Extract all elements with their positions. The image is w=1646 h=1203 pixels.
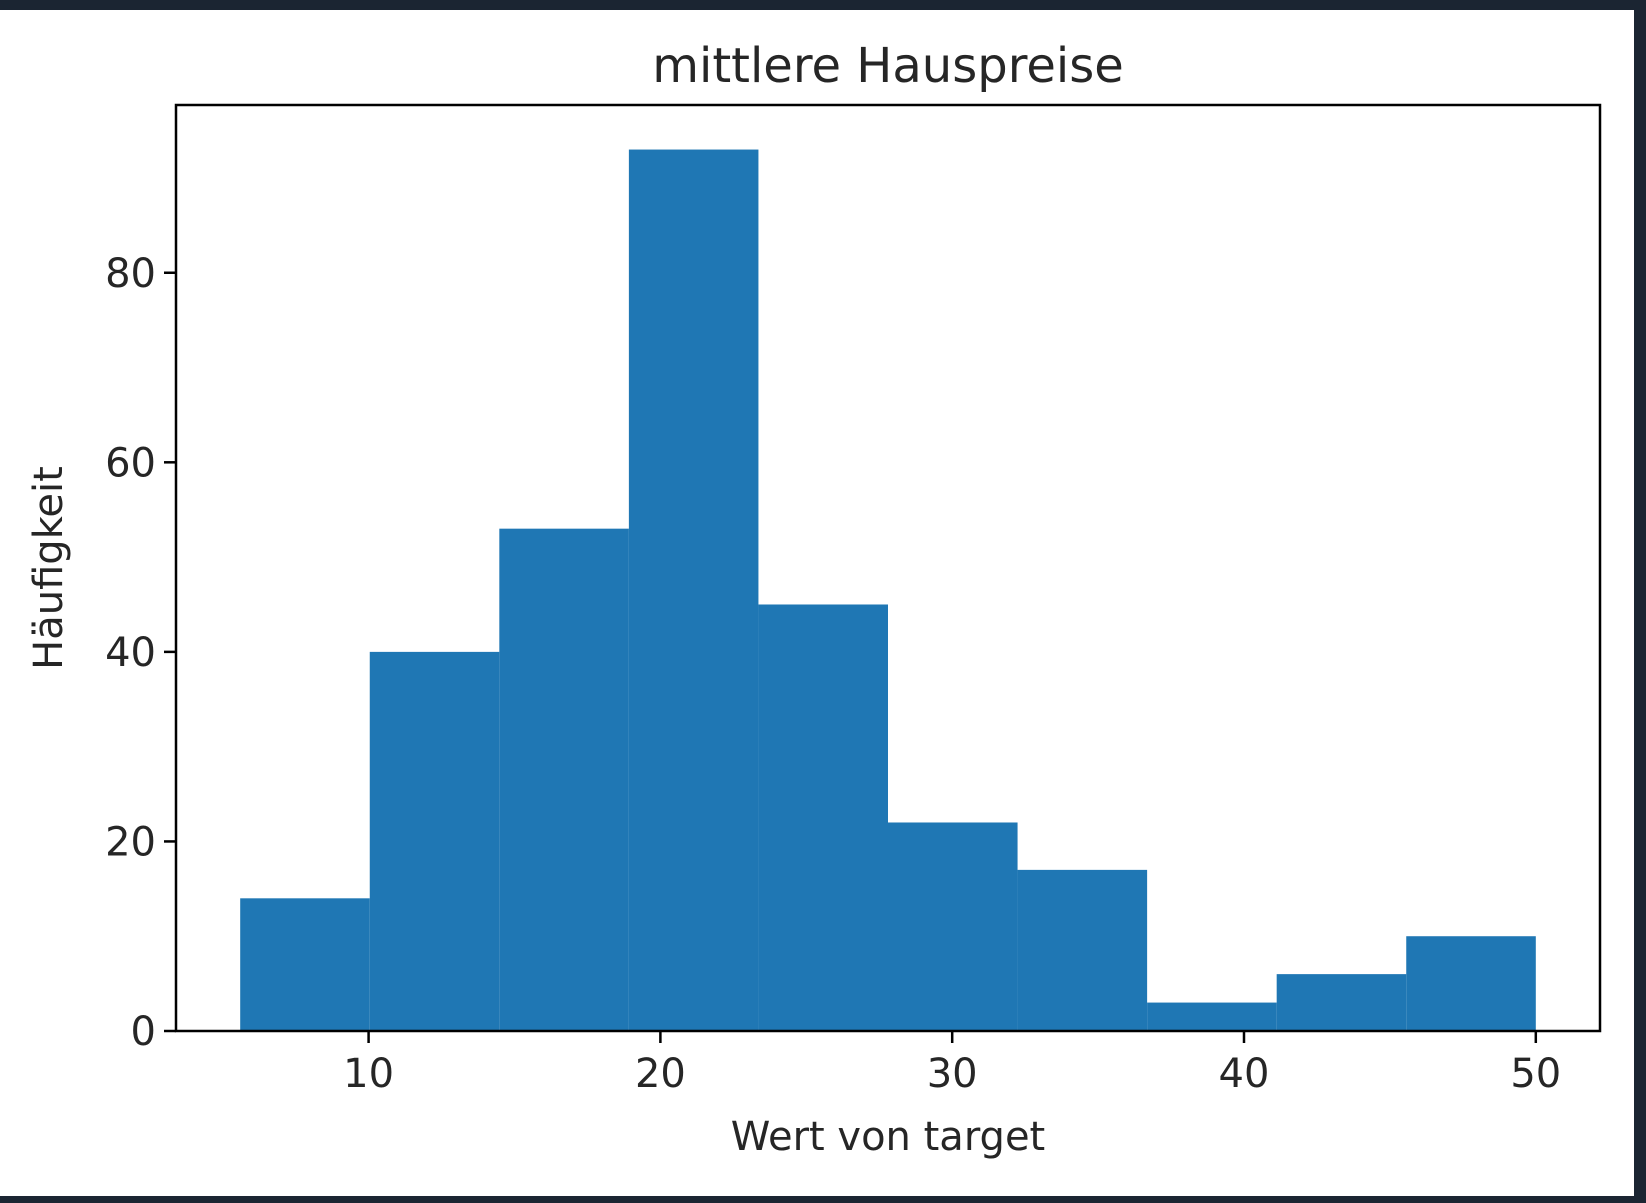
histogram-bar xyxy=(369,651,500,1031)
histogram-bar xyxy=(499,528,629,1031)
histogram-bar xyxy=(888,822,1018,1031)
x-tick-label: 20 xyxy=(635,1051,686,1097)
histogram-bar xyxy=(758,604,888,1031)
histogram-bar xyxy=(628,149,759,1031)
x-tick-label: 50 xyxy=(1510,1051,1561,1097)
y-tick-label: 0 xyxy=(131,1009,156,1055)
histogram-bar xyxy=(1276,974,1407,1031)
histogram-bar xyxy=(240,898,370,1031)
x-tick-label: 30 xyxy=(927,1051,978,1097)
chart-title: mittlere Hauspreise xyxy=(652,38,1124,94)
x-axis-ticks: 10 20 30 40 50 xyxy=(343,1031,1561,1097)
bars-layer xyxy=(240,149,1536,1031)
y-tick-label: 60 xyxy=(105,440,156,486)
x-tick-label: 10 xyxy=(343,1051,394,1097)
axes-frame xyxy=(174,103,1602,1033)
histogram-chart: mittlere Hauspreise 10 20 30 40 50 0 20 40 60 80… xyxy=(26,38,1602,1160)
histogram-bar xyxy=(1147,1002,1277,1031)
histogram-bar xyxy=(1017,869,1148,1031)
histogram-bar xyxy=(1406,936,1536,1031)
y-axis-ticks: 0 20 40 60 80 xyxy=(105,251,176,1055)
y-tick-label: 20 xyxy=(105,819,156,865)
x-axis-label: Wert von target xyxy=(731,1114,1046,1160)
figure-canvas: mittlere Hauspreise 10 20 30 40 50 0 20 40 60 80… xyxy=(0,10,1634,1196)
y-tick-label: 80 xyxy=(105,251,156,297)
x-tick-label: 40 xyxy=(1219,1051,1270,1097)
y-tick-label: 40 xyxy=(105,630,156,676)
y-axis-label: Häufigkeit xyxy=(26,466,72,670)
